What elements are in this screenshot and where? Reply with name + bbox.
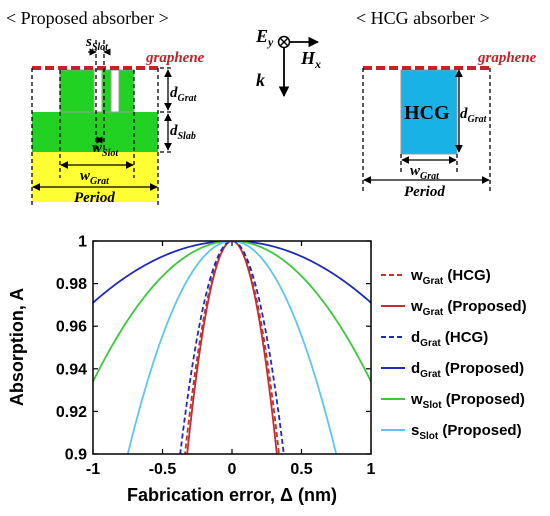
- legend-label-0: wGrat (HCG): [410, 267, 491, 287]
- x-tick-label: -0.5: [149, 461, 177, 478]
- plot-frame: [92, 240, 372, 455]
- legend: wGrat (HCG) wGrat (Proposed) dGrat (HCG) dG…: [381, 267, 527, 442]
- hcg-heading: < HCG absorber >: [356, 8, 490, 28]
- x-tick-label: -1: [86, 461, 100, 478]
- slab-layer: [32, 112, 158, 152]
- substrate-layer: [32, 152, 158, 202]
- legend-label-5: sSlot (Proposed): [411, 422, 522, 442]
- slot-left: [93, 69, 103, 113]
- legend-label-1: wGrat (Proposed): [410, 298, 527, 318]
- legend-label-3: dGrat (Proposed): [411, 360, 524, 380]
- period-label-left: Period: [74, 190, 115, 206]
- x-tick-label: 1: [367, 461, 376, 478]
- x-tick-label: 0.5: [290, 461, 312, 478]
- y-tick-label: 0.96: [56, 319, 87, 336]
- period-label-hcg: Period: [404, 184, 445, 200]
- s-slot-label: sSlot: [85, 34, 109, 53]
- absorption-chart: -1 -0.5 0 0.5 1 0.9 0.92 0.94 0.96 0.98 1 Fabricat…: [7, 234, 527, 506]
- slot-right: [110, 69, 120, 113]
- e-field-into-page-icon: [277, 35, 291, 49]
- e-field-label: Ey: [255, 26, 274, 49]
- graphene-label-right: graphene: [477, 50, 537, 66]
- series-line-2: [179, 241, 285, 454]
- y-axis-label: Absorption, A: [7, 288, 27, 406]
- series-line-4: [93, 241, 371, 382]
- series-layer: [93, 241, 371, 454]
- k-vector-label: k: [256, 70, 265, 90]
- field-axes-glyph: Ey Hx k: [255, 26, 321, 98]
- y-tick-label: 0.98: [56, 276, 87, 293]
- y-tick-label: 1: [78, 234, 87, 251]
- tick-layer: -1 -0.5 0 0.5 1 0.9 0.92 0.94 0.96 0.98 1: [56, 234, 376, 479]
- legend-label-2: dGrat (HCG): [411, 329, 488, 349]
- graphene-label-left: graphene: [145, 50, 205, 66]
- d-slab-label: dSlab: [170, 123, 196, 142]
- hcg-grating-label: HCG: [404, 102, 450, 124]
- series-line-0: [184, 241, 280, 454]
- d-grat-label: dGrat: [170, 85, 198, 104]
- w-grat-label-left: wGrat: [80, 168, 110, 187]
- proposed-heading: < Proposed absorber >: [6, 8, 169, 28]
- h-field-label: Hx: [300, 48, 321, 71]
- x-axis-label: Fabrication error, Δ (nm): [127, 485, 337, 505]
- y-tick-label: 0.9: [65, 447, 87, 464]
- d-grat-label-hcg: dGrat: [460, 106, 488, 125]
- series-line-1: [186, 241, 278, 454]
- proposed-absorber-diagram: < Proposed absorber > graphene sSlot dGr…: [6, 8, 205, 206]
- y-tick-label: 0.92: [56, 404, 87, 421]
- hcg-absorber-diagram: < HCG absorber > graphene HCG dGrat wGra…: [356, 8, 537, 200]
- w-grat-label-hcg: wGrat: [410, 163, 440, 182]
- hcg-grating: [400, 69, 458, 155]
- series-line-5: [126, 241, 338, 454]
- y-tick-label: 0.94: [56, 361, 87, 378]
- w-slot-label: wSlot: [92, 140, 119, 159]
- legend-label-4: wSlot (Proposed): [410, 391, 525, 411]
- x-tick-label: 0: [228, 461, 237, 478]
- series-line-3: [93, 241, 371, 304]
